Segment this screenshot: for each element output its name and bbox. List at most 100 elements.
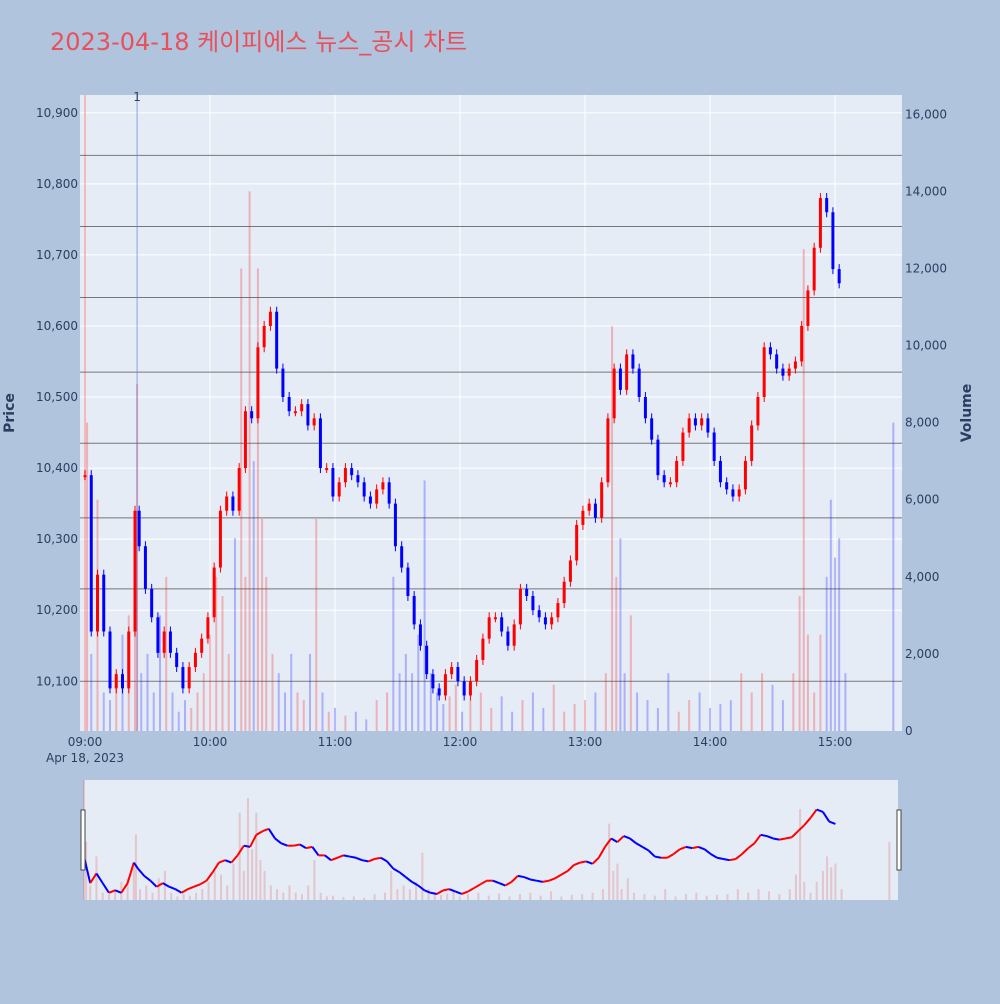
- candle-body[interactable]: [743, 460, 747, 490]
- candle-body[interactable]: [581, 510, 585, 525]
- candle-body[interactable]: [375, 489, 379, 504]
- candle-body[interactable]: [121, 674, 124, 689]
- candle-body[interactable]: [493, 617, 497, 620]
- candle-body[interactable]: [675, 460, 679, 483]
- candle-body[interactable]: [393, 503, 397, 547]
- candle-body[interactable]: [693, 418, 697, 426]
- candle-body[interactable]: [456, 667, 460, 682]
- candle-body[interactable]: [512, 624, 516, 646]
- candle-body[interactable]: [518, 588, 522, 625]
- candle-body[interactable]: [337, 482, 341, 497]
- candle-body[interactable]: [506, 631, 510, 646]
- candle-body[interactable]: [737, 489, 741, 497]
- candle-body[interactable]: [262, 325, 266, 348]
- candle-body[interactable]: [781, 368, 785, 376]
- candle-body[interactable]: [218, 510, 222, 568]
- candle-body[interactable]: [681, 432, 685, 461]
- candle-body[interactable]: [612, 368, 616, 419]
- candle-body[interactable]: [268, 311, 272, 326]
- candle-body[interactable]: [175, 652, 179, 668]
- candle-body[interactable]: [443, 674, 447, 696]
- range-slider-left-handle[interactable]: [80, 809, 86, 871]
- candle-body[interactable]: [812, 247, 816, 291]
- candle-body[interactable]: [637, 368, 641, 398]
- candle-body[interactable]: [250, 411, 254, 419]
- candle-body[interactable]: [568, 560, 572, 582]
- candle-body[interactable]: [618, 368, 622, 390]
- candle-body[interactable]: [331, 468, 335, 497]
- range-slider-right-handle[interactable]: [896, 809, 902, 871]
- candle-body[interactable]: [137, 510, 141, 547]
- candle-body[interactable]: [406, 567, 410, 596]
- candle-body[interactable]: [537, 610, 541, 618]
- candle-body[interactable]: [481, 638, 485, 660]
- candle-body[interactable]: [225, 496, 229, 511]
- candle-body[interactable]: [193, 652, 197, 668]
- candle-body[interactable]: [668, 482, 672, 485]
- candle-body[interactable]: [350, 468, 354, 476]
- candle-body[interactable]: [318, 418, 322, 469]
- candle-body[interactable]: [475, 659, 479, 682]
- candle-body[interactable]: [356, 475, 360, 483]
- candle-body[interactable]: [325, 468, 329, 471]
- candle-body[interactable]: [362, 482, 366, 497]
- candle-body[interactable]: [543, 617, 547, 625]
- candle-body[interactable]: [793, 361, 797, 369]
- candle-body[interactable]: [831, 212, 835, 270]
- candle-body[interactable]: [293, 411, 297, 414]
- candle-body[interactable]: [768, 347, 772, 355]
- candle-body[interactable]: [102, 574, 106, 632]
- candle-body[interactable]: [275, 311, 279, 369]
- candle-body[interactable]: [412, 595, 416, 625]
- candle-body[interactable]: [89, 475, 93, 632]
- candle-body[interactable]: [700, 418, 704, 426]
- candle-body[interactable]: [425, 645, 429, 675]
- candle-body[interactable]: [600, 482, 604, 518]
- candle-body[interactable]: [706, 418, 710, 433]
- candle-body[interactable]: [200, 638, 204, 653]
- candle-body[interactable]: [631, 354, 635, 369]
- candle-body[interactable]: [787, 368, 791, 376]
- candle-body[interactable]: [156, 617, 160, 653]
- candle-body[interactable]: [387, 482, 391, 504]
- candle-body[interactable]: [725, 482, 729, 490]
- candle-body[interactable]: [718, 460, 722, 483]
- candle-body[interactable]: [487, 617, 491, 639]
- candle-body[interactable]: [593, 503, 597, 518]
- candle-body[interactable]: [143, 546, 147, 589]
- candle-body[interactable]: [650, 418, 654, 440]
- candle-body[interactable]: [300, 404, 304, 412]
- candle-body[interactable]: [500, 617, 504, 632]
- candle-body[interactable]: [431, 674, 435, 689]
- candle-body[interactable]: [731, 489, 735, 497]
- candle-body[interactable]: [181, 667, 185, 689]
- main-plot-area[interactable]: [80, 95, 902, 731]
- candle-body[interactable]: [556, 603, 560, 618]
- candle-body[interactable]: [656, 439, 660, 476]
- candle-body[interactable]: [162, 631, 166, 653]
- candle-body[interactable]: [587, 503, 591, 511]
- candle-body[interactable]: [168, 631, 172, 653]
- candle-body[interactable]: [775, 354, 779, 369]
- candle-body[interactable]: [312, 418, 316, 426]
- candle-body[interactable]: [825, 198, 829, 213]
- candle-body[interactable]: [96, 574, 99, 632]
- candle-body[interactable]: [306, 404, 310, 426]
- candle-body[interactable]: [150, 588, 154, 618]
- candle-body[interactable]: [437, 688, 441, 696]
- candle-body[interactable]: [418, 624, 422, 646]
- candle-body[interactable]: [133, 510, 137, 632]
- candle-body[interactable]: [643, 397, 647, 419]
- candle-body[interactable]: [550, 617, 554, 625]
- candle-body[interactable]: [750, 425, 754, 461]
- candle-body[interactable]: [256, 347, 260, 419]
- candle-body[interactable]: [606, 418, 610, 483]
- candle-body[interactable]: [468, 681, 472, 696]
- candle-body[interactable]: [687, 418, 691, 433]
- candle-body[interactable]: [756, 397, 760, 426]
- candle-body[interactable]: [400, 546, 404, 568]
- candle-body[interactable]: [800, 325, 804, 362]
- candle-body[interactable]: [187, 667, 191, 689]
- candle-body[interactable]: [114, 674, 118, 689]
- candle-body[interactable]: [281, 368, 285, 398]
